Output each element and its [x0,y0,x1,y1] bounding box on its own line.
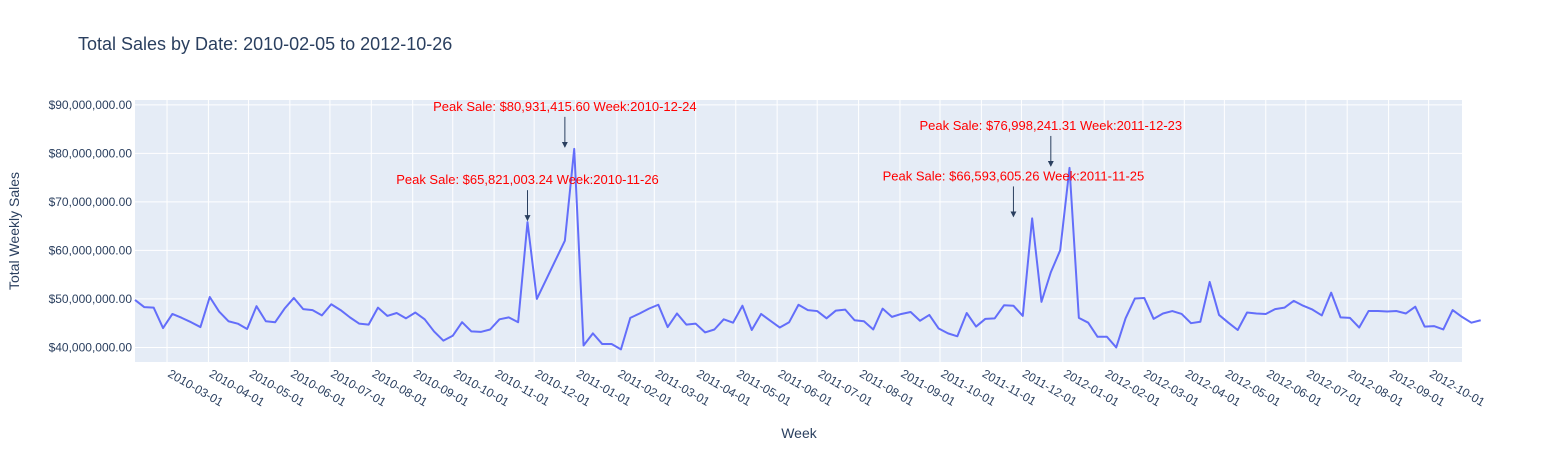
series-layer [134,147,1481,351]
annotation-layer: Peak Sale: $65,821,003.24 Week:2010-11-2… [396,99,1183,222]
y-tick-label: $70,000,000.00 [49,195,133,209]
chart-title: Total Sales by Date: 2010-02-05 to 2012-… [78,34,452,54]
y-tick-label: $60,000,000.00 [49,243,133,257]
annotation-label: Peak Sale: $76,998,241.31 Week:2011-12-2… [920,118,1183,133]
y-axis: $40,000,000.00 $50,000,000.00 $60,000,000.… [49,98,133,355]
y-tick-label: $90,000,000.00 [49,98,133,112]
y-tick-label: $40,000,000.00 [49,340,133,354]
x-axis-title: Week [781,425,818,441]
y-tick-label: $80,000,000.00 [49,146,133,160]
plot-area [135,100,1462,362]
annotation-label: Peak Sale: $65,821,003.24 Week:2010-11-2… [396,172,659,187]
series-line [134,147,1481,351]
grid-layer [135,100,1462,362]
y-axis-title: Total Weekly Sales [6,172,22,290]
annotation-label: Peak Sale: $66,593,605.26 Week:2011-11-2… [883,168,1145,183]
y-tick-label: $50,000,000.00 [49,292,133,306]
x-axis: 2010-03-012010-04-012010-05-012010-06-01… [166,366,1488,409]
annotation-label: Peak Sale: $80,931,415.60 Week:2010-12-2… [433,99,697,114]
